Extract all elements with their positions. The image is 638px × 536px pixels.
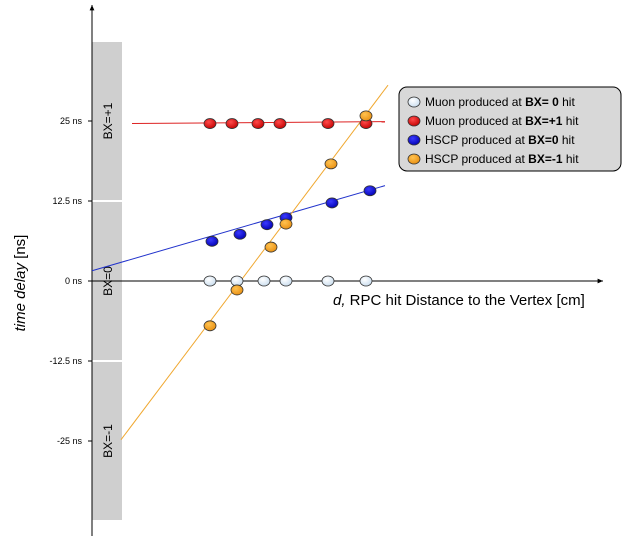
point-s0-1 <box>230 275 244 287</box>
point-s2-5 <box>363 185 377 197</box>
legend-label-1: Muon produced at BX=+1 hit <box>425 114 579 128</box>
point-s0-3 <box>279 275 293 287</box>
x-axis-label: d, RPC hit Distance to the Vertex [cm] <box>333 292 585 309</box>
legend-box <box>398 86 622 172</box>
y-tick-label-0: 25 ns <box>60 116 83 126</box>
legend-label-2: HSCP produced at BX=0 hit <box>425 133 575 147</box>
point-s3-4 <box>324 158 338 170</box>
legend-marker-0 <box>407 96 421 108</box>
y-tick-label-4: -25 ns <box>57 436 83 446</box>
point-s0-2 <box>257 275 271 287</box>
legend-marker-1 <box>407 115 421 127</box>
legend-marker-2 <box>407 134 421 146</box>
legend-label-0: Muon produced at BX= 0 hit <box>425 95 575 109</box>
bx-band-label-2: BX=-1 <box>101 424 115 458</box>
point-s3-1 <box>230 284 244 296</box>
point-s0-5 <box>359 275 373 287</box>
bx-band-2 <box>92 362 122 520</box>
point-s2-0 <box>205 235 219 247</box>
point-s1-4 <box>321 118 335 129</box>
point-s2-4 <box>325 197 339 209</box>
point-s2-1 <box>233 228 247 240</box>
y-tick-label-2: 0 ns <box>65 276 83 286</box>
legend-label-3: HSCP produced at BX=-1 hit <box>425 152 579 166</box>
legend: Muon produced at BX= 0 hit Muon produced … <box>398 86 622 172</box>
fit-line-2 <box>91 185 386 272</box>
point-s1-1 <box>225 118 239 129</box>
legend-marker-3 <box>407 153 421 165</box>
fit-lines <box>91 84 600 441</box>
y-tick-label-3: -12.5 ns <box>49 356 82 366</box>
point-s3-3 <box>279 218 293 230</box>
point-s1-2 <box>251 118 265 129</box>
point-s3-0 <box>203 320 217 332</box>
point-s2-2 <box>260 219 274 231</box>
data-points <box>203 110 377 332</box>
bx-band-0 <box>92 42 122 200</box>
point-s1-3 <box>273 118 287 129</box>
y-tick-label-1: 12.5 ns <box>52 196 82 206</box>
point-s1-0 <box>203 118 217 129</box>
point-s3-5 <box>359 110 373 122</box>
y-axis-label: time delay [ns] <box>12 235 29 332</box>
point-s3-2 <box>264 241 278 253</box>
y-ticks: 25 ns 12.5 ns 0 ns -12.5 ns -25 ns <box>49 116 92 446</box>
bx-band-label-0: BX=+1 <box>101 102 115 139</box>
point-s0-0 <box>203 275 217 287</box>
point-s0-4 <box>321 275 335 287</box>
fit-line-3 <box>120 84 389 441</box>
